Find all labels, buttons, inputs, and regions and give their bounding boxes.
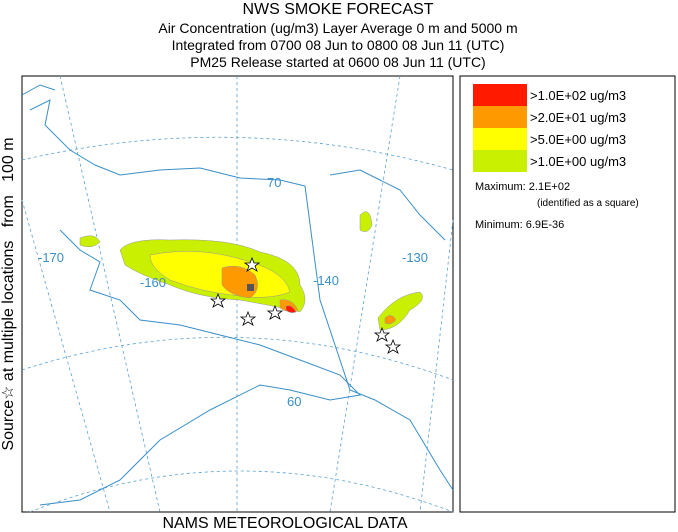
plume (285, 305, 297, 313)
grid-label: -130 (402, 250, 428, 265)
legend-label: >5.0E+00 ug/m3 (530, 132, 626, 147)
legend-label: >1.0E+02 ug/m3 (530, 88, 626, 103)
grid-label: -140 (313, 273, 339, 288)
legend-swatch (473, 106, 527, 128)
legend-swatch (473, 128, 527, 150)
subtitle: Air Concentration (ug/m3) Layer Average … (158, 20, 517, 36)
map: -170 -160 -140 -130 70 60 (21, 75, 454, 513)
side-label: Source☆ at multiple locations from 100 m (0, 137, 17, 450)
plume (384, 315, 397, 325)
plume (79, 235, 101, 248)
maximum: Maximum: 2.1E+02 (475, 181, 570, 193)
maximum-square (247, 284, 254, 291)
coastline (21, 84, 454, 506)
legend-label: >2.0E+01 ug/m3 (530, 110, 626, 125)
sources (209, 256, 402, 354)
smoke-plumes (79, 211, 423, 331)
legend-swatch (473, 84, 527, 106)
legend: >1.0E+02 ug/m3 >2.0E+01 ug/m3 >5.0E+00 ug/… (473, 84, 626, 172)
plume (359, 211, 373, 232)
maximum-note: (identified as a square) (537, 198, 639, 209)
grid-label: -160 (140, 275, 166, 290)
grid-label: 60 (287, 394, 301, 409)
grid-label: 70 (267, 175, 281, 190)
subtitle: PM25 Release started at 0600 08 Jun 11 (… (190, 54, 485, 70)
title: NWS SMOKE FORECAST (242, 1, 433, 18)
legend-swatch (473, 150, 527, 172)
footer: NAMS METEOROLOGICAL DATA (162, 515, 407, 532)
legend-label: >1.0E+00 ug/m3 (530, 154, 626, 169)
grid-label: -170 (38, 250, 64, 265)
subtitle: Integrated from 0700 08 Jun to 0800 08 J… (172, 37, 505, 53)
minimum: Minimum: 6.9E-36 (475, 219, 564, 231)
